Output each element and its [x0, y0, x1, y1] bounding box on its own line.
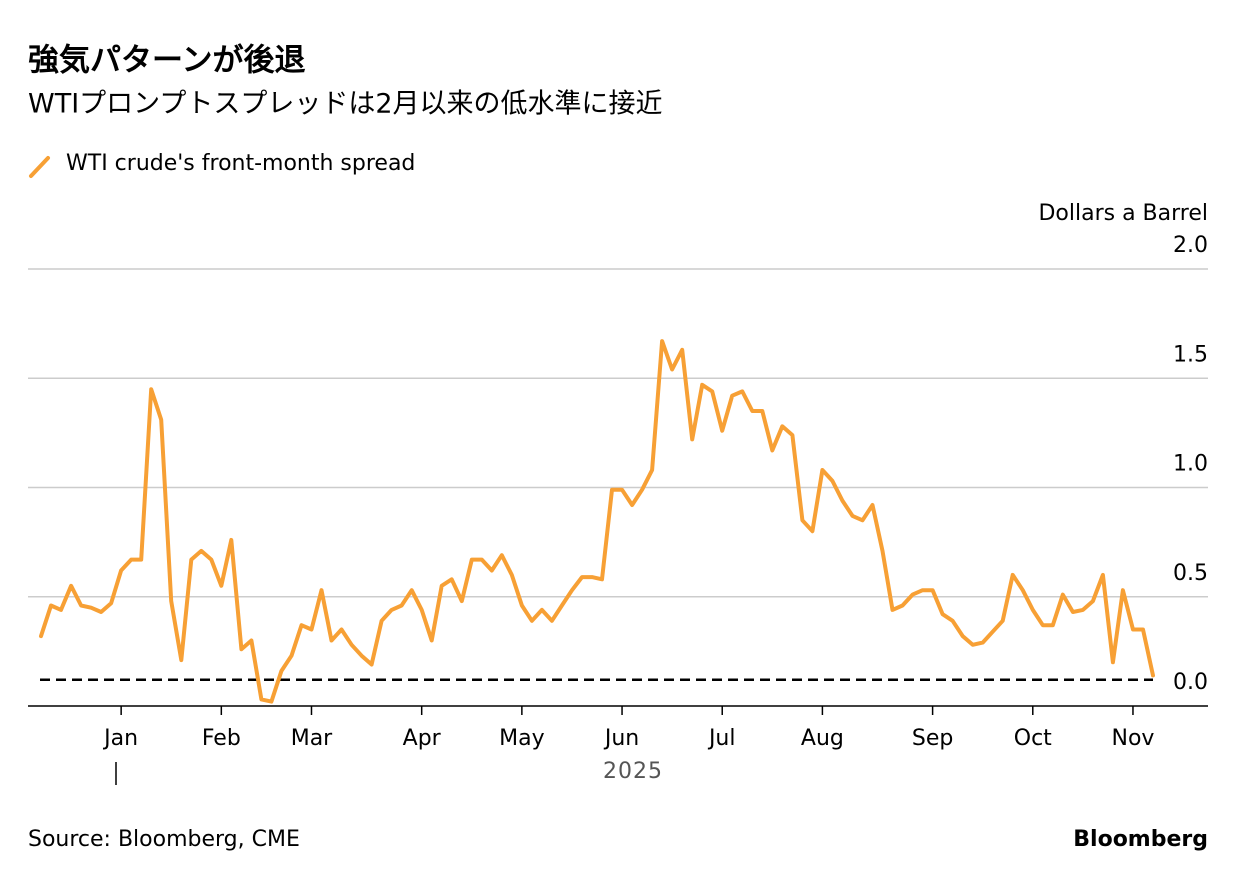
y-tick-label: 0.0: [1173, 670, 1208, 695]
y-tick-label: 0.5: [1173, 561, 1208, 586]
x-tick-label: May: [499, 726, 544, 751]
chart-title: 強気パターンが後退: [28, 43, 305, 79]
x-tick-label: Aug: [801, 726, 844, 751]
x-tick-label: Nov: [1111, 726, 1154, 751]
x-tick-label: Jan: [102, 726, 138, 751]
data-line: [39, 339, 1155, 704]
x-tick-label: Mar: [291, 726, 333, 751]
x-tick-label: Oct: [1014, 726, 1052, 751]
x-tick-label: Apr: [403, 726, 442, 751]
y-tick-label: 1.0: [1173, 452, 1208, 477]
legend-icon: [29, 156, 50, 178]
y-tick-label: 2.0: [1173, 233, 1208, 258]
source: Source: Bloomberg, CME: [28, 827, 300, 852]
x-tick-label: Sep: [912, 726, 953, 751]
x-tick-label: Jul: [707, 726, 736, 751]
y-axis-label: Dollars a Barrel: [1038, 201, 1208, 226]
y-tick-label: 1.5: [1173, 342, 1208, 367]
x-tick-label: Feb: [202, 726, 241, 751]
legend-label: WTI crude's front-month spread: [66, 151, 415, 176]
x-tick-label: Jun: [603, 726, 639, 751]
x-group-label: 2025: [603, 759, 663, 784]
chart-subtitle: WTIプロンプトスプレッドは2月以来の低水準に接近: [28, 89, 663, 120]
brand: Bloomberg: [1073, 827, 1208, 852]
